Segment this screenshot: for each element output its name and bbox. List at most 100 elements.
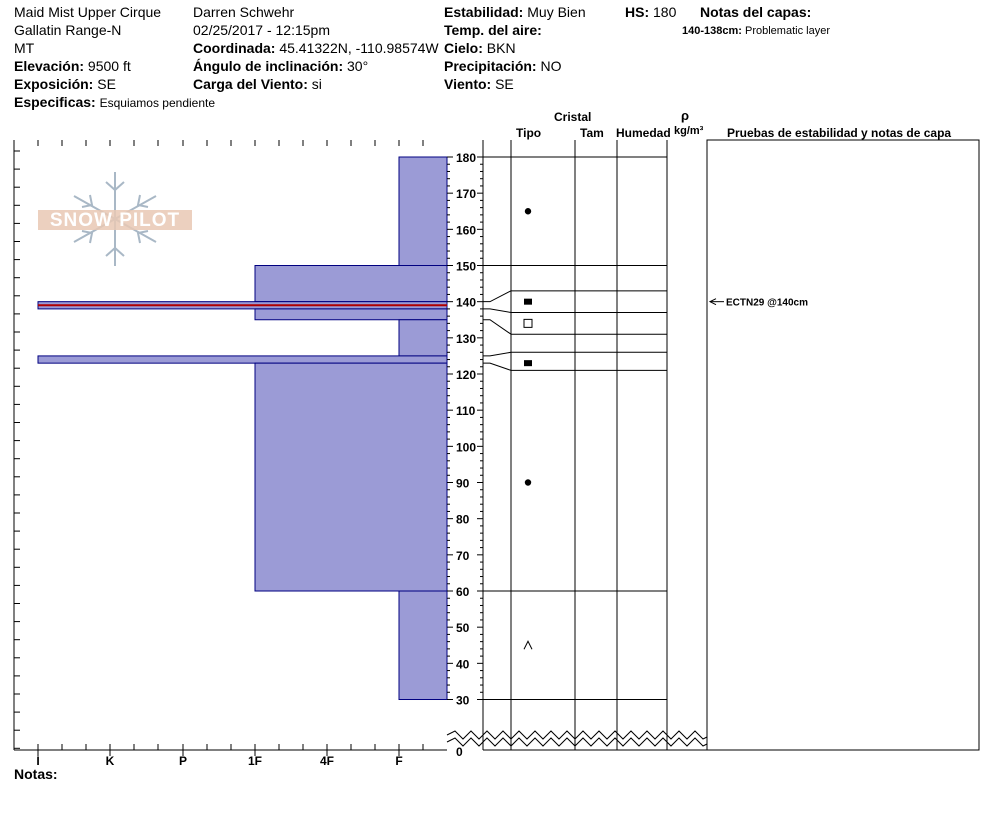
specifics-field: Especificas: Esquiamos pendiente <box>14 94 215 111</box>
rho-header: ρ <box>681 108 689 123</box>
depth-tick-label: 110 <box>456 404 476 418</box>
wind-value: SE <box>495 76 514 92</box>
wind-load-label: Carga del Viento: <box>193 76 308 92</box>
hardness-layers <box>37 156 448 701</box>
logo-band <box>38 210 192 230</box>
layer-notes-label: Notas del capas: <box>700 4 812 20</box>
depth-tick-label: 60 <box>456 585 470 599</box>
layer-note: 140-138cm: Problematic layer <box>682 23 830 39</box>
stability-test-label: ECTN29 @140cm <box>726 298 808 309</box>
hardness-tick-label: I <box>36 754 39 768</box>
depth-connector <box>483 319 512 335</box>
hardness-layer <box>254 265 448 303</box>
depth-connector <box>483 351 512 357</box>
depth-zero-label: 0 <box>456 745 463 759</box>
depth-tick-label: 180 <box>456 151 476 165</box>
observation-datetime: 02/25/2017 - 12:15pm <box>193 22 330 38</box>
grain-symbol-facet-open <box>523 318 533 328</box>
density-unit-header: kg/m³ <box>674 125 704 137</box>
hardness-tick-label: K <box>106 754 115 768</box>
cristal-header: Cristal <box>554 110 591 124</box>
grain-symbol-round <box>524 479 532 486</box>
layer-note-text: Problematic layer <box>745 25 830 37</box>
specifics-label: Especificas: <box>14 94 96 110</box>
slope-angle-label: Ángulo de inclinación: <box>193 58 344 74</box>
wind-load-field: Carga del Viento: si <box>193 76 322 92</box>
depth-tick-label: 150 <box>456 260 476 274</box>
hardness-layer <box>398 590 448 701</box>
crystal-table-rows <box>511 156 667 701</box>
snowpilot-logo: SNOW PILOT <box>38 172 192 266</box>
snow-height-field: HS: 180 <box>625 4 676 20</box>
depth-connector <box>483 362 512 371</box>
notes-label: Notas: <box>14 766 58 782</box>
depth-tick-label: 130 <box>456 332 476 346</box>
location-name: Maid Mist Upper Cirque <box>14 4 162 20</box>
precipitation-field: Precipitación: NO <box>444 58 561 74</box>
wind-label: Viento: <box>444 76 492 92</box>
slope-angle-value: 30° <box>347 58 369 74</box>
hardness-tick-label: F <box>395 754 402 768</box>
elevation-label: Elevación: <box>14 58 85 74</box>
air-temp-label: Temp. del aire: <box>444 22 542 38</box>
hardness-tick-label: P <box>179 754 187 768</box>
elevation-field: Elevación: 9500 ft <box>14 58 131 74</box>
aspect-value: SE <box>97 76 116 92</box>
depth-tick-label: 140 <box>456 296 476 310</box>
coordinate-field: Coordinada: 45.41322N, -110.98574W <box>193 40 439 56</box>
stability-test-arrow <box>708 298 717 306</box>
layer-note-range: 140-138cm: <box>682 25 742 37</box>
hardness-axis-labels: I K P 1F 4F F <box>36 750 403 768</box>
slope-angle-field: Ángulo de inclinación: 30° <box>193 58 368 74</box>
humedad-header: Humedad <box>616 126 671 140</box>
logo-text: SNOW PILOT <box>50 210 180 231</box>
elevation-value: 9500 ft <box>87 58 131 74</box>
depth-tick-label: 80 <box>456 513 470 527</box>
depth-tick-label: 50 <box>456 621 470 635</box>
depth-connector-lines <box>483 156 512 701</box>
hardness-layer <box>398 319 448 357</box>
depth-connector <box>483 290 512 303</box>
tipo-header: Tipo <box>516 126 541 140</box>
depth-tick-label: 30 <box>456 694 470 708</box>
hardness-tick-label: 1F <box>248 754 262 768</box>
grain-symbol-depth-hoar <box>523 640 533 650</box>
grain-symbol-facet-filled <box>524 298 532 305</box>
depth-axis: 180 170 160 150 140 130 120 110 100 90 80 70 60 50 40 3… <box>447 151 483 708</box>
sky-value: BKN <box>486 40 516 56</box>
range-name: Gallatin Range-N <box>14 22 122 38</box>
grain-symbol-facet-filled <box>524 360 532 367</box>
axis-break <box>446 730 708 747</box>
depth-connector <box>483 308 512 314</box>
stability-value: Muy Bien <box>527 4 586 20</box>
sky-field: Cielo: BKN <box>444 40 516 56</box>
stability-label: Estabilidad: <box>444 4 524 20</box>
wind-load-value: si <box>311 76 322 92</box>
sky-label: Cielo: <box>444 40 483 56</box>
snow-height-value: 180 <box>653 4 677 20</box>
stability-tests: ECTN29 @140cm <box>708 298 808 309</box>
aspect-label: Exposición: <box>14 76 94 92</box>
tam-header: Tam <box>580 126 604 140</box>
coordinate-label: Coordinada: <box>193 40 276 56</box>
aspect-field: Exposición: SE <box>14 76 116 92</box>
hardness-layer <box>254 308 448 321</box>
depth-tick-label: 70 <box>456 549 470 563</box>
stability-notes-header: Pruebas de estabilidad y notas de capa <box>727 126 951 140</box>
depth-tick-label: 160 <box>456 223 476 237</box>
depth-tick-label: 100 <box>456 440 476 454</box>
depth-tick-label: 170 <box>456 187 476 201</box>
grain-symbol-round <box>524 208 532 215</box>
coordinate-value: 45.41322N, -110.98574W <box>279 40 439 56</box>
state-name: MT <box>14 40 35 56</box>
hardness-layer <box>37 355 448 364</box>
crystal-table <box>483 139 980 751</box>
snow-height-label: HS: <box>625 4 650 20</box>
stability-field: Estabilidad: Muy Bien <box>444 4 586 20</box>
depth-tick-label: 40 <box>456 657 470 671</box>
wind-field: Viento: SE <box>444 76 514 92</box>
precipitation-label: Precipitación: <box>444 58 537 74</box>
specifics-value: Esquiamos pendiente <box>99 96 216 110</box>
precipitation-value: NO <box>540 58 562 74</box>
depth-tick-label: 90 <box>456 477 470 491</box>
